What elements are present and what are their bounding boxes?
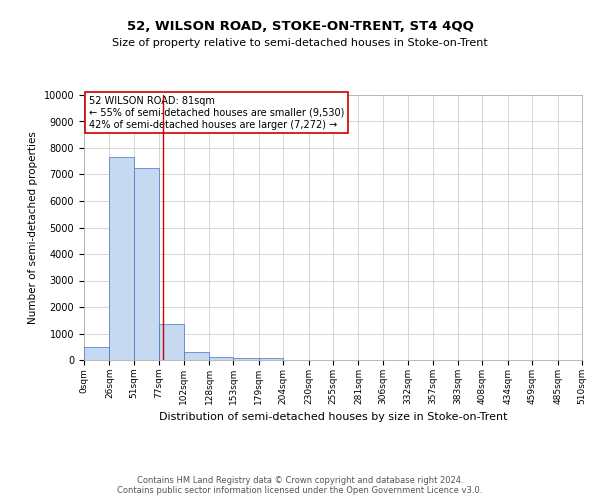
Bar bbox=[259, 358, 283, 360]
Bar bbox=[159, 324, 184, 360]
Bar bbox=[134, 168, 159, 360]
Y-axis label: Number of semi-detached properties: Number of semi-detached properties bbox=[28, 131, 38, 324]
Bar bbox=[209, 356, 233, 360]
X-axis label: Distribution of semi-detached houses by size in Stoke-on-Trent: Distribution of semi-detached houses by … bbox=[159, 412, 507, 422]
Bar bbox=[109, 158, 134, 360]
Bar bbox=[184, 352, 209, 360]
Text: Size of property relative to semi-detached houses in Stoke-on-Trent: Size of property relative to semi-detach… bbox=[112, 38, 488, 48]
Bar bbox=[233, 358, 259, 360]
Bar bbox=[84, 347, 109, 360]
Text: 52, WILSON ROAD, STOKE-ON-TRENT, ST4 4QQ: 52, WILSON ROAD, STOKE-ON-TRENT, ST4 4QQ bbox=[127, 20, 473, 33]
Text: Contains HM Land Registry data © Crown copyright and database right 2024.
Contai: Contains HM Land Registry data © Crown c… bbox=[118, 476, 482, 495]
Text: 52 WILSON ROAD: 81sqm
← 55% of semi-detached houses are smaller (9,530)
42% of s: 52 WILSON ROAD: 81sqm ← 55% of semi-deta… bbox=[89, 96, 344, 130]
